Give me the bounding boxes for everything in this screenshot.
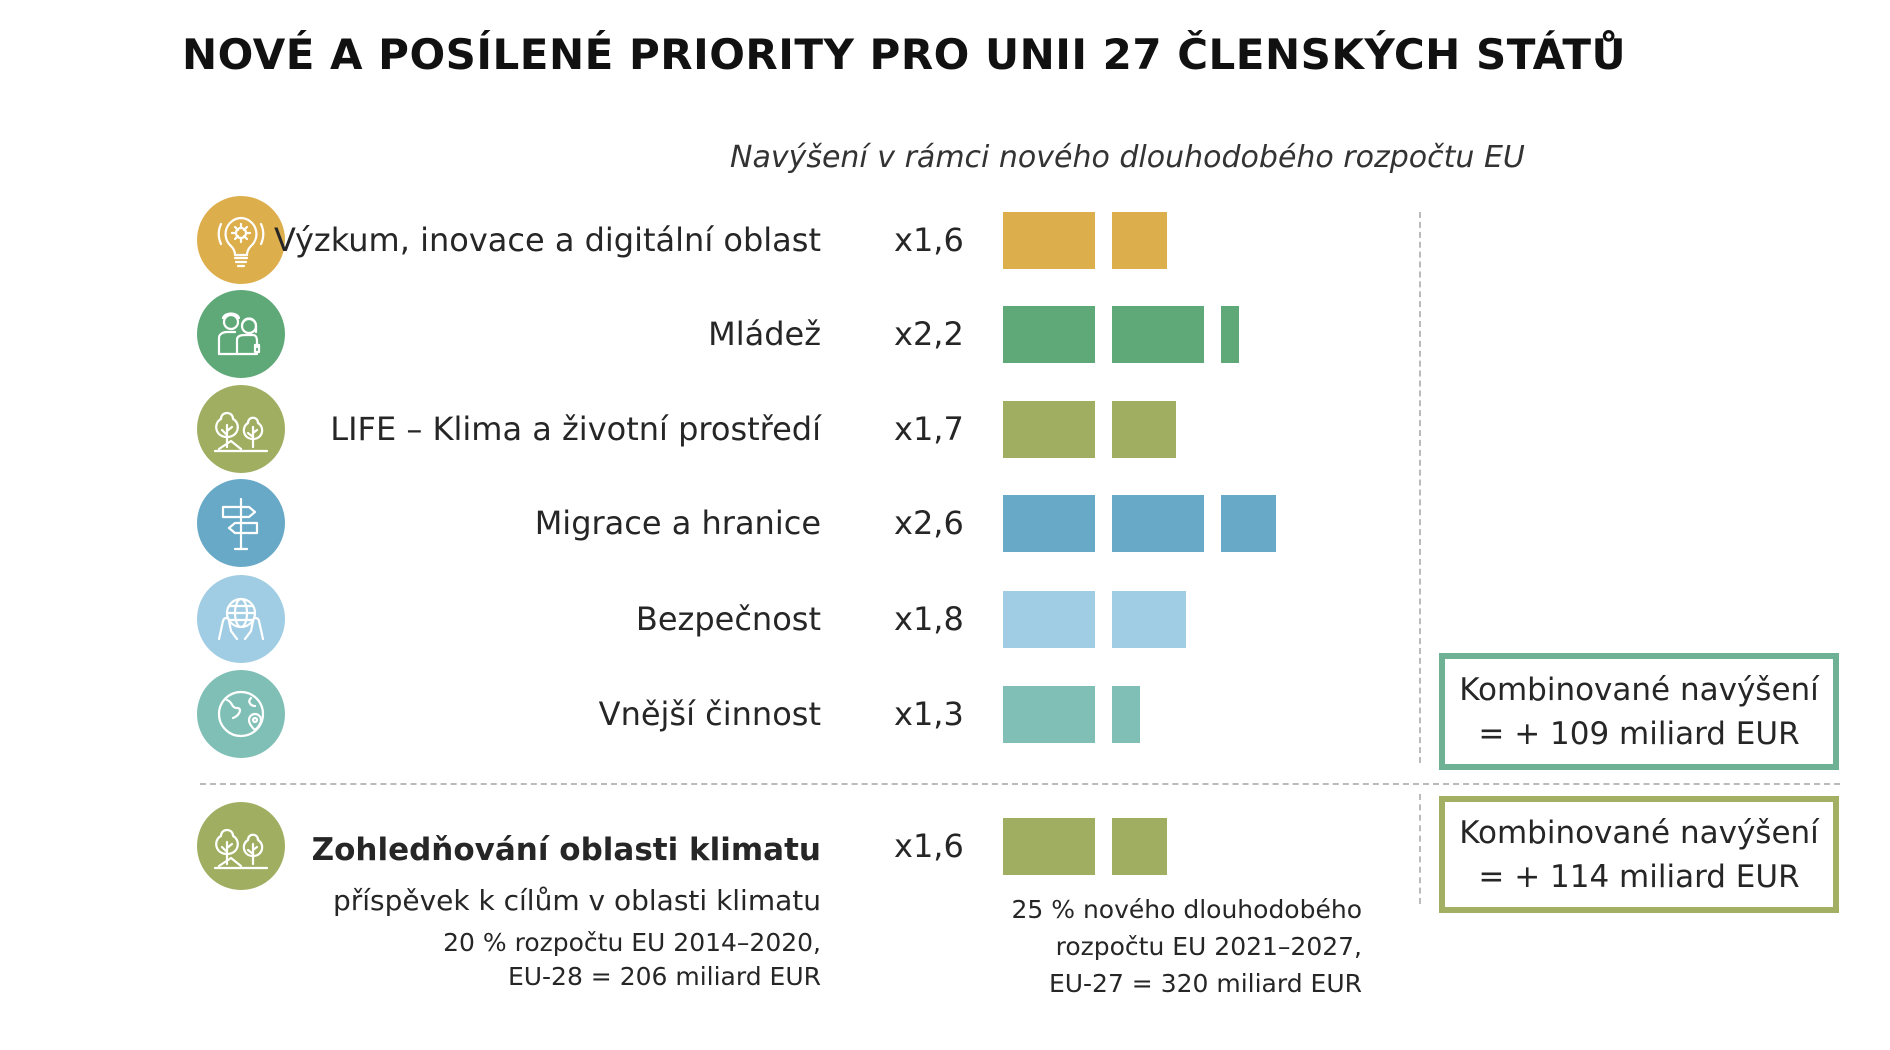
bar-segment-increase xyxy=(1112,686,1140,743)
climate-sublabel: příspěvek k cílům v oblasti klimatu xyxy=(332,884,821,917)
data-label: x1,6 xyxy=(894,221,964,259)
box-line-2: = + 109 miliard EUR xyxy=(1478,715,1800,752)
bar-segment-baseline xyxy=(1003,401,1095,458)
combined-increase-box-1: Kombinované navýšení = + 109 miliard EUR xyxy=(1439,653,1839,770)
data-label: x1,8 xyxy=(894,600,964,638)
climate-new-note: 25 % nového dlouhodobého rozpočtu EU 202… xyxy=(1011,891,1362,1002)
new-note-line-3: EU-27 = 320 miliard EUR xyxy=(1048,969,1362,998)
new-note-line-1: 25 % nového dlouhodobého xyxy=(1011,895,1362,924)
combined-increase-box-2: Kombinované navýšení = + 114 miliard EUR xyxy=(1439,796,1839,913)
bar-segment-baseline xyxy=(1003,818,1095,875)
trees-icon xyxy=(197,385,285,473)
category-label: Mládež xyxy=(708,315,821,353)
divider-vertical-bottom xyxy=(1419,794,1421,904)
old-note-line-1: 20 % rozpočtu EU 2014–2020, xyxy=(443,928,821,957)
divider-horizontal xyxy=(200,783,1840,785)
category-label: Migrace a hranice xyxy=(534,504,821,542)
signpost-icon xyxy=(197,479,285,567)
lightbulb-gear-icon xyxy=(197,196,285,284)
category-label: LIFE – Klima a životní prostředí xyxy=(330,410,821,448)
category-label: Bezpečnost xyxy=(635,600,821,638)
category-label: Zohledňování oblasti klimatu xyxy=(311,832,821,868)
data-label: x1,3 xyxy=(894,695,964,733)
old-note-line-2: EU-28 = 206 miliard EUR xyxy=(507,962,821,991)
category-label: Vnější činnost xyxy=(598,695,821,733)
bar-segment-increase xyxy=(1221,306,1240,363)
box-line-1: Kombinované navýšení xyxy=(1459,671,1819,708)
data-label: x2,6 xyxy=(894,504,964,542)
bar-segment-baseline xyxy=(1003,212,1095,269)
bar-segment-increase xyxy=(1112,212,1168,269)
bar-segment-increase xyxy=(1112,401,1177,458)
category-label: Výzkum, inovace a digitální oblast xyxy=(273,221,821,259)
data-label: x1,7 xyxy=(894,410,964,448)
trees-icon xyxy=(197,802,285,890)
data-label: x2,2 xyxy=(894,315,964,353)
bar-segment-increase xyxy=(1112,495,1204,552)
bar-segment-baseline xyxy=(1003,495,1095,552)
bar-segment-baseline xyxy=(1003,686,1095,743)
bar-segment-increase xyxy=(1221,495,1277,552)
climate-old-note: 20 % rozpočtu EU 2014–2020, EU-28 = 206 … xyxy=(443,926,821,994)
box-line-2: = + 114 miliard EUR xyxy=(1478,858,1800,895)
new-note-line-2: rozpočtu EU 2021–2027, xyxy=(1055,932,1362,961)
bar-segment-increase xyxy=(1112,818,1168,875)
youth-people-icon xyxy=(197,290,285,378)
chart-subtitle: Navýšení v rámci nového dlouhodobého roz… xyxy=(730,140,1525,175)
box-line-1: Kombinované navýšení xyxy=(1459,814,1819,851)
bar-segment-baseline xyxy=(1003,591,1095,648)
data-label: x1,6 xyxy=(894,827,964,865)
bar-segment-increase xyxy=(1112,591,1186,648)
bar-segment-increase xyxy=(1112,306,1204,363)
divider-vertical-top xyxy=(1419,212,1421,763)
page-title: NOVÉ A POSÍLENÉ PRIORITY PRO UNII 27 ČLE… xyxy=(182,30,1627,79)
globe-location-icon xyxy=(197,670,285,758)
bar-segment-baseline xyxy=(1003,306,1095,363)
hands-globe-icon xyxy=(197,575,285,663)
